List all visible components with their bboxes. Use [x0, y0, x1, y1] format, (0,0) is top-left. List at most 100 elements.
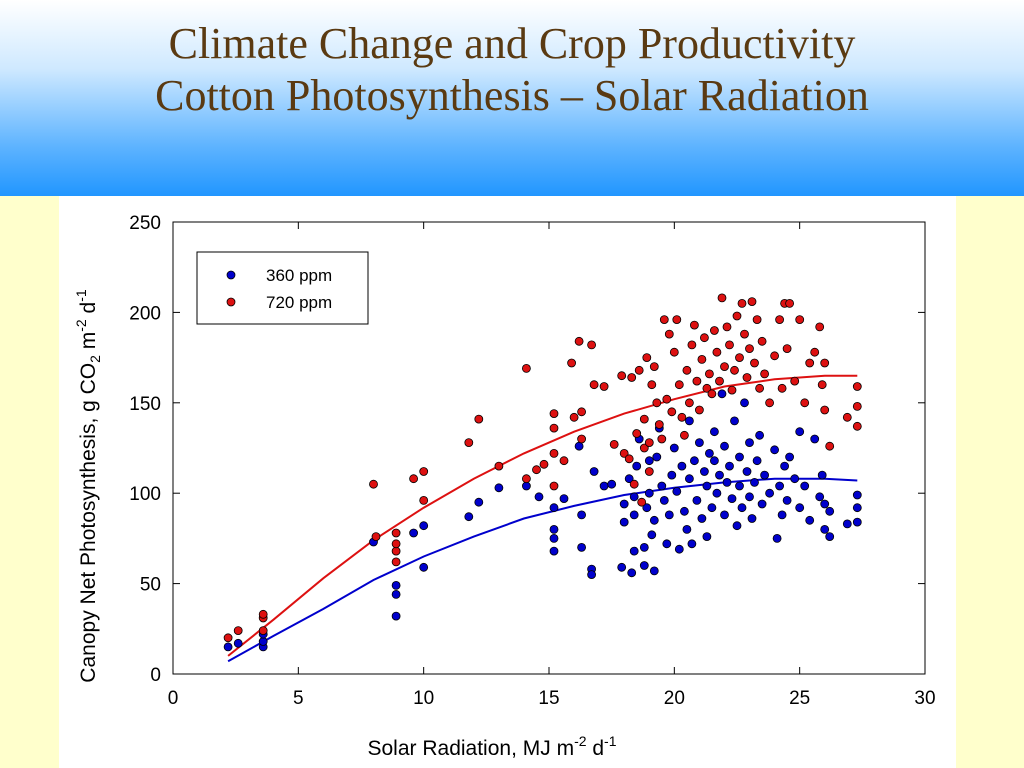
data-point-series-1 — [559, 494, 569, 504]
data-point-series-2 — [737, 299, 747, 308]
title-line-2: Cotton Photosynthesis – Solar Radiation — [155, 71, 869, 120]
data-point-series-1 — [702, 481, 712, 491]
data-point-series-2 — [800, 398, 810, 408]
data-point-series-2 — [589, 380, 599, 390]
slide-title: Climate Change and Crop Productivity Cot… — [0, 18, 1024, 122]
x-tick-label: 15 — [538, 688, 559, 709]
data-point-series-1 — [685, 416, 694, 426]
data-point-series-1 — [549, 546, 559, 556]
data-point-series-2 — [820, 405, 830, 415]
y-tick-label: 100 — [129, 484, 161, 505]
data-point-series-2 — [609, 439, 619, 449]
data-point-series-2 — [639, 443, 649, 453]
data-point-series-1 — [735, 452, 744, 462]
data-point-series-1 — [642, 503, 652, 513]
data-point-series-2 — [747, 297, 757, 306]
data-point-series-2 — [795, 315, 805, 324]
data-point-series-1 — [800, 481, 810, 491]
data-point-series-1 — [652, 452, 662, 462]
data-point-series-2 — [745, 344, 754, 354]
data-point-series-2 — [757, 336, 767, 346]
data-point-series-1 — [790, 474, 800, 484]
data-point-series-2 — [474, 414, 484, 424]
data-point-series-1 — [577, 510, 586, 520]
data-point-series-1 — [690, 456, 699, 466]
data-point-series-2 — [223, 633, 233, 643]
data-point-series-1 — [632, 461, 642, 471]
data-point-series-2 — [735, 353, 744, 363]
data-point-series-2 — [619, 448, 629, 458]
x-tick-label: 20 — [664, 688, 685, 709]
data-point-series-2 — [639, 414, 649, 424]
data-point-series-2 — [682, 365, 692, 375]
data-point-series-1 — [599, 481, 609, 491]
data-point-series-1 — [464, 512, 474, 522]
data-point-series-2 — [817, 380, 827, 390]
data-point-series-2 — [815, 322, 825, 332]
data-point-series-2 — [727, 385, 737, 395]
y-tick-label: 200 — [129, 303, 161, 324]
data-point-series-2 — [233, 626, 243, 636]
data-point-series-1 — [720, 510, 729, 520]
data-point-series-1 — [795, 427, 805, 437]
data-point-series-1 — [707, 503, 717, 513]
data-point-series-1 — [727, 494, 737, 504]
data-point-series-1 — [780, 461, 789, 471]
data-point-series-1 — [852, 490, 862, 500]
data-point-series-2 — [680, 430, 689, 440]
data-point-series-2 — [715, 376, 724, 386]
data-point-series-1 — [639, 542, 649, 552]
title-line-1: Climate Change and Crop Productivity — [168, 19, 856, 68]
data-point-series-1 — [815, 492, 825, 502]
data-point-series-1 — [735, 481, 744, 491]
data-point-series-2 — [559, 456, 569, 466]
data-point-series-2 — [419, 495, 429, 505]
data-point-series-2 — [700, 333, 709, 343]
data-point-series-2 — [577, 407, 586, 417]
data-point-series-1 — [474, 497, 484, 507]
data-point-series-2 — [820, 358, 830, 368]
data-point-series-2 — [722, 322, 732, 332]
data-point-series-2 — [521, 363, 531, 373]
data-point-series-1 — [589, 467, 599, 476]
data-point-series-1 — [775, 481, 784, 491]
data-point-series-2 — [369, 479, 378, 489]
data-point-series-2 — [730, 365, 739, 375]
data-point-series-2 — [577, 434, 586, 444]
data-point-series-1 — [722, 477, 732, 487]
data-point-series-2 — [624, 454, 634, 464]
data-point-series-1 — [494, 483, 504, 493]
data-point-series-1 — [409, 528, 419, 538]
data-point-series-2 — [662, 394, 672, 404]
data-point-series-2 — [810, 347, 820, 357]
data-point-series-2 — [777, 383, 787, 393]
data-point-series-1 — [677, 461, 687, 471]
data-point-series-2 — [637, 497, 647, 507]
data-point-series-2 — [642, 353, 652, 363]
data-point-series-1 — [672, 486, 682, 496]
data-point-series-1 — [629, 492, 639, 502]
data-point-series-1 — [664, 510, 674, 520]
data-point-series-1 — [223, 642, 233, 652]
data-point-series-2 — [494, 461, 504, 471]
data-point-series-2 — [409, 474, 419, 484]
data-point-series-1 — [805, 515, 815, 525]
data-point-series-2 — [790, 376, 800, 386]
data-point-series-1 — [715, 470, 724, 480]
data-point-series-2 — [391, 528, 401, 538]
data-point-series-1 — [747, 514, 757, 523]
data-point-series-2 — [685, 398, 694, 408]
data-point-series-2 — [677, 412, 687, 422]
data-point-series-2 — [702, 383, 712, 393]
data-point-series-2 — [669, 347, 679, 357]
data-point-series-2 — [391, 557, 401, 567]
data-point-series-1 — [649, 566, 659, 576]
data-point-series-2 — [632, 429, 642, 438]
data-point-series-1 — [745, 438, 754, 448]
legend-label: 360 ppm — [266, 266, 332, 285]
data-point-series-1 — [705, 448, 714, 458]
data-point-series-1 — [852, 503, 862, 513]
data-point-series-1 — [629, 546, 639, 556]
data-point-series-2 — [705, 369, 714, 379]
x-tick-label: 25 — [789, 688, 810, 709]
